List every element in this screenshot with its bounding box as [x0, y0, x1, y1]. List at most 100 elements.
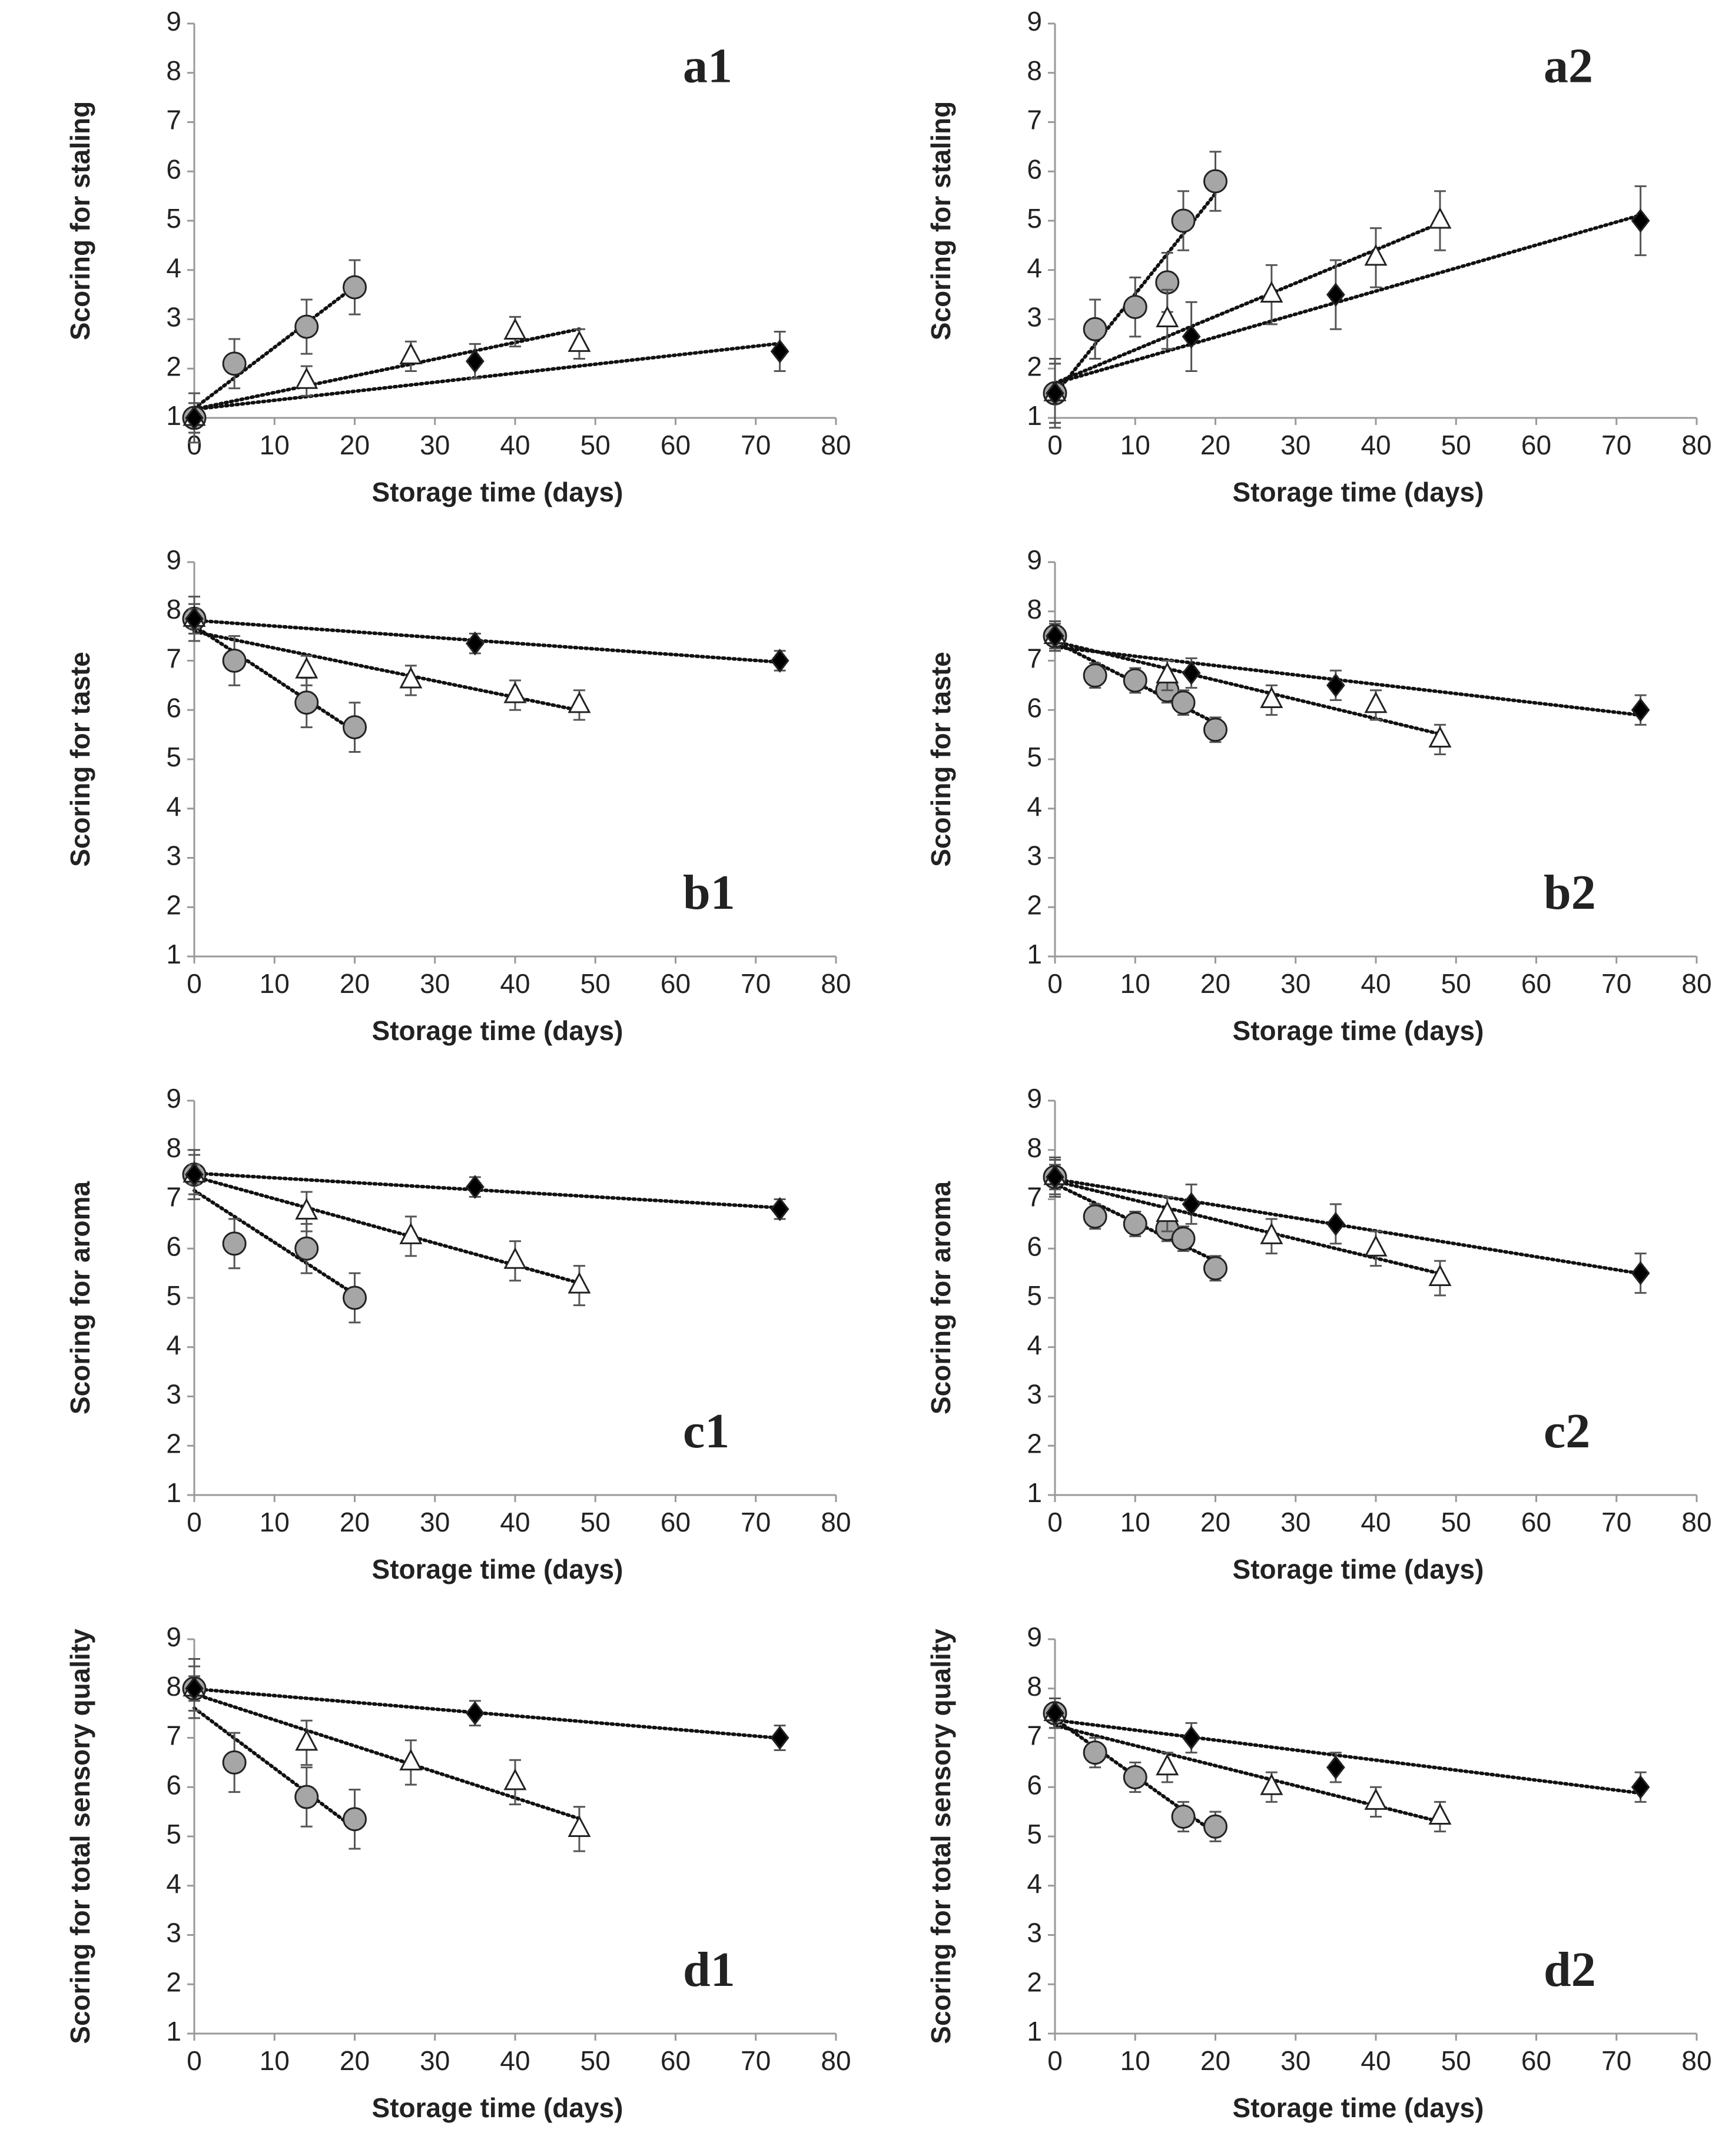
point	[568, 1815, 591, 1837]
y-tick-label: 5	[166, 742, 181, 772]
point	[1123, 295, 1147, 320]
point	[770, 1197, 789, 1221]
x-tick-label: 20	[340, 2045, 370, 2076]
x-tick-label: 50	[580, 968, 611, 999]
y-tick-label: 2	[166, 351, 181, 381]
panel-label: b2	[1544, 865, 1596, 920]
x-tick-label: 60	[1521, 968, 1551, 999]
y-tick-label: 7	[1027, 643, 1042, 674]
y-tick-label: 5	[1027, 1280, 1042, 1311]
trend-line	[1053, 1718, 1643, 1795]
x-tick-label: 20	[1200, 1507, 1230, 1537]
point	[770, 649, 789, 673]
point	[1083, 1204, 1107, 1229]
x-tick-label: 10	[260, 968, 290, 999]
y-tick-label: 5	[166, 203, 181, 234]
y-tick-label: 9	[166, 1083, 181, 1114]
y-tick-label: 7	[166, 643, 181, 674]
point	[1182, 1192, 1201, 1217]
point	[399, 1222, 423, 1244]
point	[568, 330, 591, 352]
point	[1083, 663, 1107, 688]
y-tick-label: 5	[1027, 1819, 1042, 1849]
point	[295, 1729, 318, 1751]
x-tick-label: 70	[1601, 968, 1631, 999]
point	[1156, 1753, 1179, 1776]
point	[1428, 1803, 1452, 1825]
point	[1123, 1211, 1147, 1236]
y-axis-title: Scoring for total sensory quality	[925, 1629, 956, 2044]
x-tick-label: 60	[661, 430, 691, 460]
y-axis-title: Scoring for total sensory quality	[65, 1629, 95, 2044]
y-tick-label: 1	[166, 939, 181, 969]
y-tick-label: 2	[166, 1428, 181, 1459]
panel: 1 2 3 4 5 6 7 8 9 0 10 20 30 40 50 60 70 80 Storage time (…	[925, 1622, 1711, 2123]
trend-line	[1053, 1177, 1643, 1275]
point	[1631, 1261, 1650, 1285]
x-axis-title: Storage time (days)	[372, 477, 623, 507]
x-tick-label: 0	[1047, 2045, 1063, 2076]
point	[465, 631, 485, 656]
y-tick-label: 9	[166, 544, 181, 575]
y-tick-label: 8	[1027, 55, 1042, 86]
y-tick-label: 4	[1027, 1868, 1042, 1899]
y-tick-label: 4	[1027, 791, 1042, 822]
point	[185, 606, 204, 631]
x-tick-label: 60	[661, 2045, 691, 2076]
x-tick-label: 20	[340, 1507, 370, 1537]
point	[1046, 1165, 1064, 1190]
panel-label: c2	[1544, 1404, 1590, 1459]
x-tick-label: 70	[741, 2045, 771, 2076]
point	[343, 715, 367, 740]
point	[1156, 662, 1179, 684]
x-tick-label: 40	[1361, 430, 1391, 460]
point	[1203, 717, 1227, 742]
point	[185, 1162, 204, 1187]
point	[185, 1676, 204, 1701]
point	[343, 1807, 367, 1832]
point	[399, 1749, 423, 1770]
y-tick-label: 5	[1027, 203, 1042, 234]
point	[1123, 668, 1147, 693]
point	[1631, 697, 1650, 722]
point	[1182, 324, 1201, 349]
x-tick-label: 20	[340, 968, 370, 999]
point	[1083, 317, 1107, 341]
point	[294, 690, 319, 715]
x-tick-label: 30	[420, 968, 450, 999]
point	[295, 1198, 318, 1220]
y-tick-label: 1	[166, 400, 181, 431]
point	[1631, 208, 1650, 233]
y-tick-label: 3	[1027, 1379, 1042, 1410]
point	[1428, 1264, 1452, 1286]
point	[1364, 691, 1388, 713]
panel-label: a2	[1544, 39, 1593, 94]
x-axis-title: Storage time (days)	[1233, 2092, 1484, 2123]
x-tick-label: 20	[1200, 968, 1230, 999]
x-tick-label: 30	[420, 430, 450, 460]
x-tick-label: 40	[1361, 1507, 1391, 1537]
x-tick-label: 50	[1441, 1507, 1471, 1537]
y-tick-label: 9	[1027, 544, 1042, 575]
point	[1203, 1814, 1227, 1839]
panel-label: b1	[683, 865, 735, 920]
point	[1171, 1227, 1196, 1251]
x-tick-label: 30	[1280, 2045, 1310, 2076]
point	[1171, 1805, 1196, 1829]
y-tick-label: 1	[1027, 2016, 1042, 2047]
x-tick-label: 10	[1120, 968, 1150, 999]
y-tick-label: 4	[166, 253, 181, 283]
trend-line	[193, 1687, 782, 1740]
y-tick-label: 8	[1027, 1671, 1042, 1702]
y-tick-label: 2	[1027, 1428, 1042, 1459]
x-tick-label: 50	[1441, 2045, 1471, 2076]
panel-label: d2	[1544, 1942, 1596, 1997]
point	[1046, 1701, 1064, 1726]
y-tick-label: 9	[1027, 6, 1042, 36]
trend-line	[193, 618, 782, 664]
y-tick-label: 2	[1027, 351, 1042, 381]
y-tick-label: 4	[166, 1868, 181, 1899]
y-tick-label: 6	[1027, 692, 1042, 723]
x-tick-label: 50	[580, 430, 611, 460]
point	[770, 339, 789, 364]
